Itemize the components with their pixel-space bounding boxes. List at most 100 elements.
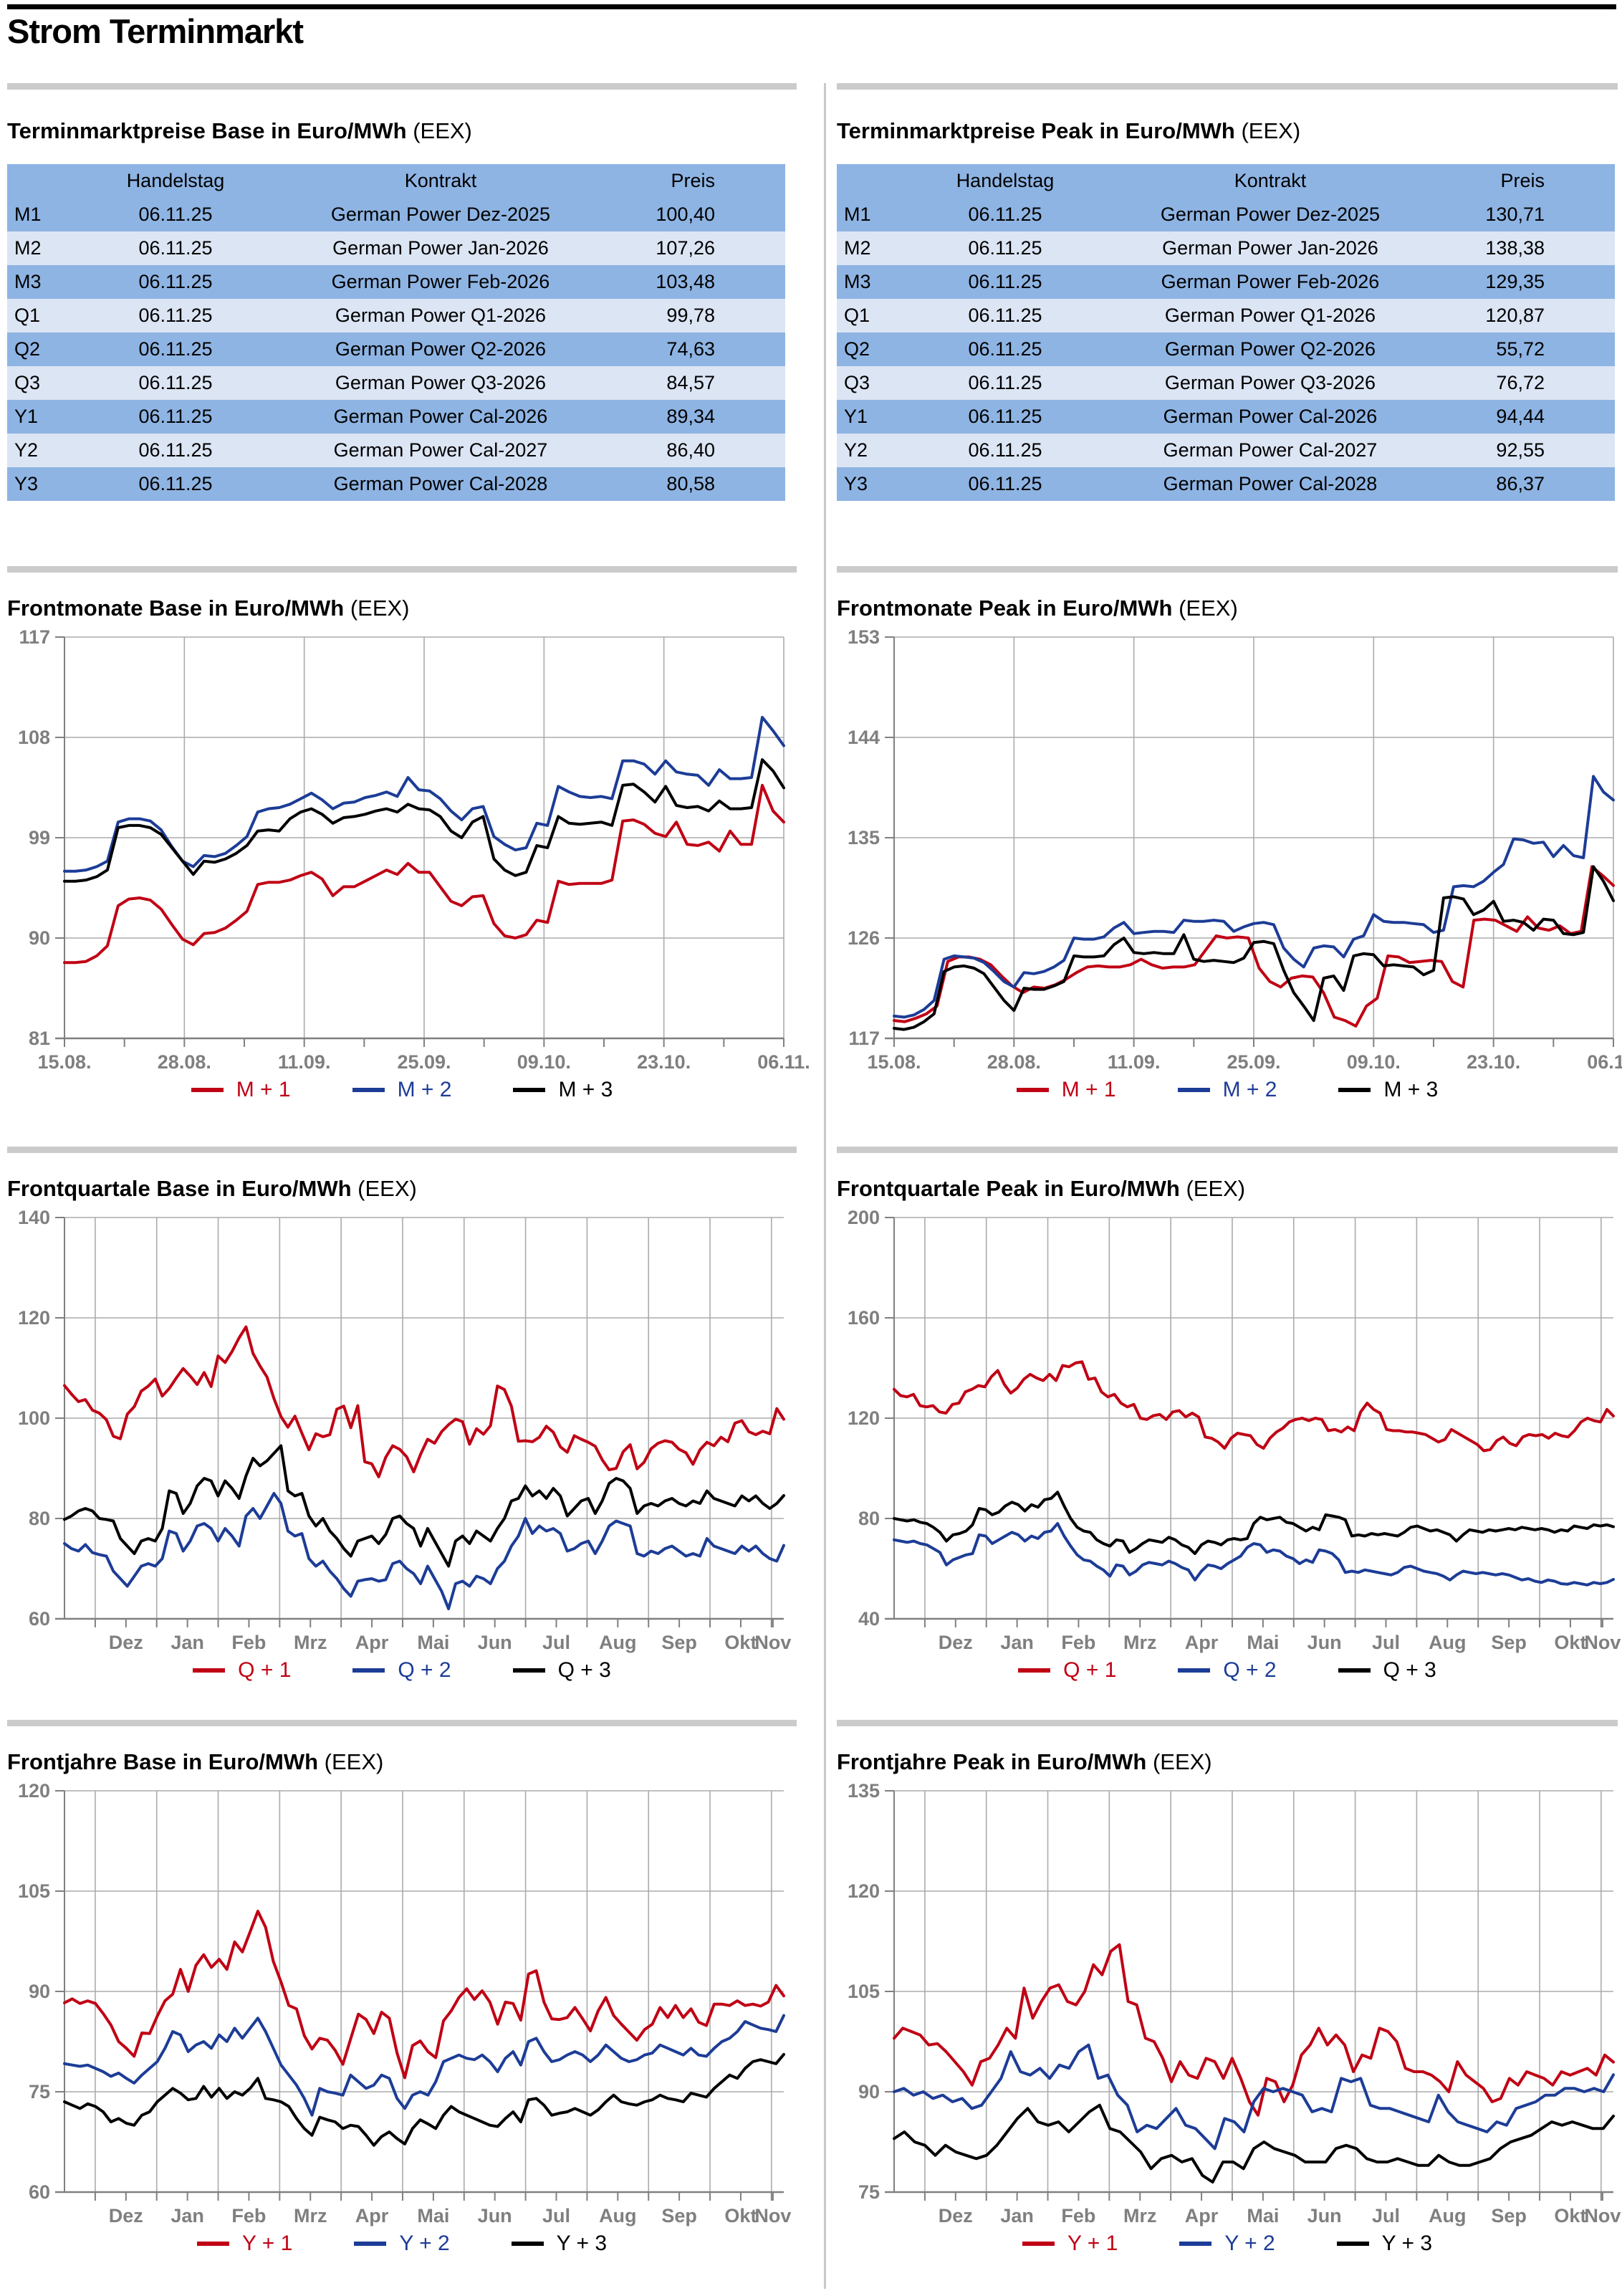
table-cell: German Power Cal-2026 <box>1102 400 1439 434</box>
table-cell: Preis <box>609 164 785 198</box>
series-line-Q+1 <box>63 1325 785 1478</box>
legend-item: Q + 3 <box>512 1658 611 1683</box>
legend-item: Y + 2 <box>354 2232 450 2256</box>
table-cell: 92,55 <box>1439 434 1615 467</box>
section-rule <box>837 1147 1618 1153</box>
table-cell: German Power Q3-2026 <box>1102 366 1439 400</box>
svg-text:Okt: Okt <box>1554 2205 1586 2226</box>
table-row: Q3 06.11.25 German Power Q3-2026 76,72 <box>837 366 1615 400</box>
table-cell: 06.11.25 <box>908 366 1102 400</box>
table-cell: 06.11.25 <box>908 434 1102 467</box>
section-chart-frontjahre-peak: Frontjahre Peak in Euro/MWh (EEX) 75 90 10… <box>837 1720 1621 2296</box>
svg-text:Jul: Jul <box>1372 2205 1400 2226</box>
legend-label: M + 1 <box>1061 1078 1116 1101</box>
svg-text:Feb: Feb <box>231 1632 266 1653</box>
chart-legend: M + 1 M + 2 M + 3 <box>7 1074 797 1106</box>
table-cell: 130,71 <box>1439 198 1615 231</box>
content-grid: Terminmarktpreise Base in Euro/MWh (EEX)… <box>7 83 1622 2296</box>
table-cell: Handelstag <box>79 164 272 198</box>
chart-legend: Q + 1 Q + 2 Q + 3 <box>837 1655 1618 1686</box>
chart-title-suffix: (EEX) <box>357 1176 417 1201</box>
section-chart-frontquartale-base: Frontquartale Base in Euro/MWh (EEX) 60 8… <box>7 1147 797 1720</box>
chart-canvas: 81 90 99 108 117 15.08. 28.08. 11.09. 25.09. 09.1… <box>18 626 810 1073</box>
table-cell: Y3 <box>837 467 908 501</box>
svg-text:Nov: Nov <box>1584 1632 1621 1653</box>
chart-legend: Q + 1 Q + 2 Q + 3 <box>7 1655 797 1686</box>
svg-text:Mai: Mai <box>417 1632 449 1653</box>
svg-text:09.10.: 09.10. <box>1347 1051 1401 1073</box>
table-cell: Preis <box>1439 164 1615 198</box>
svg-text:Dez: Dez <box>939 1632 973 1653</box>
legend-item: M + 2 <box>1177 1078 1277 1102</box>
svg-text:Mrz: Mrz <box>1123 2205 1157 2226</box>
table-row: Y1 06.11.25 German Power Cal-2026 89,34 <box>7 400 785 434</box>
svg-text:Jan: Jan <box>171 1632 204 1653</box>
top-rule <box>7 4 1616 9</box>
table-cell: Y2 <box>837 434 908 467</box>
price-table-peak: Handelstag Kontrakt Preis M1 06.11.25 German … <box>837 164 1618 501</box>
chart-canvas: 60 80 100 120 140 Dez Jan Feb Mrz Apr Mai Jun Jul Aug… <box>18 1207 792 1653</box>
table-cell: 06.11.25 <box>79 198 272 231</box>
table-cell: 06.11.25 <box>79 366 272 400</box>
table-cell: German Power Dez-2025 <box>272 198 609 231</box>
legend-label: Y + 2 <box>399 2232 450 2255</box>
table-cell: M3 <box>7 265 79 299</box>
legend-item: Q + 2 <box>352 1658 451 1683</box>
table-cell: 06.11.25 <box>79 299 272 333</box>
table-cell: Q1 <box>837 299 908 333</box>
svg-text:23.10.: 23.10. <box>637 1051 691 1073</box>
table-title-suffix: (EEX) <box>413 118 472 143</box>
legend-item: M + 2 <box>352 1078 452 1102</box>
legend-label: M + 1 <box>236 1078 291 1101</box>
table-cell: 06.11.25 <box>908 265 1102 299</box>
table-cell: Kontrakt <box>1102 164 1439 198</box>
price-table: Handelstag Kontrakt Preis M1 06.11.25 German … <box>837 164 1615 501</box>
page-title: Strom Terminmarkt <box>7 12 304 50</box>
chart-title-suffix: (EEX) <box>1179 595 1238 621</box>
svg-text:60: 60 <box>29 2181 50 2203</box>
svg-text:Nov: Nov <box>1584 2205 1621 2226</box>
svg-text:Dez: Dez <box>939 2205 973 2226</box>
svg-text:Sep: Sep <box>661 2205 697 2226</box>
table-row: Q3 06.11.25 German Power Q3-2026 84,57 <box>7 366 785 400</box>
table-cell: 06.11.25 <box>908 299 1102 333</box>
svg-text:153: 153 <box>848 626 880 648</box>
table-cell: Y1 <box>7 400 79 434</box>
table-row: Y1 06.11.25 German Power Cal-2026 94,44 <box>837 400 1615 434</box>
svg-text:15.08.: 15.08. <box>867 1051 921 1073</box>
chart-title: Frontquartale Peak in Euro/MWh (EEX) <box>837 1176 1618 1202</box>
table-cell: Handelstag <box>908 164 1102 198</box>
svg-text:25.09.: 25.09. <box>397 1051 451 1073</box>
svg-text:Jun: Jun <box>1307 1632 1342 1653</box>
legend-label: M + 2 <box>397 1078 452 1101</box>
svg-text:Okt: Okt <box>1554 1632 1586 1653</box>
chart-title-suffix: (EEX) <box>324 1749 384 1774</box>
series-line-Q+2 <box>893 1522 1615 1587</box>
svg-text:Feb: Feb <box>1061 1632 1095 1653</box>
svg-text:100: 100 <box>18 1407 50 1429</box>
table-cell: M1 <box>837 198 908 231</box>
table-cell: Q3 <box>837 366 908 400</box>
table-cell: German Power Q1-2026 <box>1102 299 1439 333</box>
table-row: M2 06.11.25 German Power Jan-2026 107,26 <box>7 231 785 265</box>
table-cell: 107,26 <box>609 231 785 265</box>
svg-text:81: 81 <box>29 1028 50 1049</box>
table-cell: 103,48 <box>609 265 785 299</box>
svg-text:Apr: Apr <box>355 2205 389 2226</box>
table-cell: 99,78 <box>609 299 785 333</box>
table-row: Q2 06.11.25 German Power Q2-2026 55,72 <box>837 333 1615 366</box>
svg-text:28.08.: 28.08. <box>158 1051 211 1073</box>
svg-text:120: 120 <box>848 1880 880 1902</box>
svg-text:120: 120 <box>18 1780 50 1802</box>
chart-frontquartale-peak: 40 80 120 160 200 Dez Jan Feb Mrz Apr Mai Jun Jul Aug… <box>837 1207 1621 1686</box>
legend-item: Q + 2 <box>1178 1658 1277 1683</box>
svg-text:80: 80 <box>858 1508 880 1529</box>
svg-text:28.08.: 28.08. <box>987 1051 1041 1073</box>
svg-text:Aug: Aug <box>599 1632 636 1653</box>
chart-legend: Y + 1 Y + 2 Y + 3 <box>7 2228 797 2259</box>
svg-text:135: 135 <box>848 1780 880 1802</box>
table-title-peak: Terminmarktpreise Peak in Euro/MWh (EEX) <box>837 118 1618 144</box>
chart-legend: M + 1 M + 2 M + 3 <box>837 1074 1618 1106</box>
legend-label: Q + 3 <box>557 1658 611 1682</box>
svg-text:Dez: Dez <box>109 1632 143 1653</box>
